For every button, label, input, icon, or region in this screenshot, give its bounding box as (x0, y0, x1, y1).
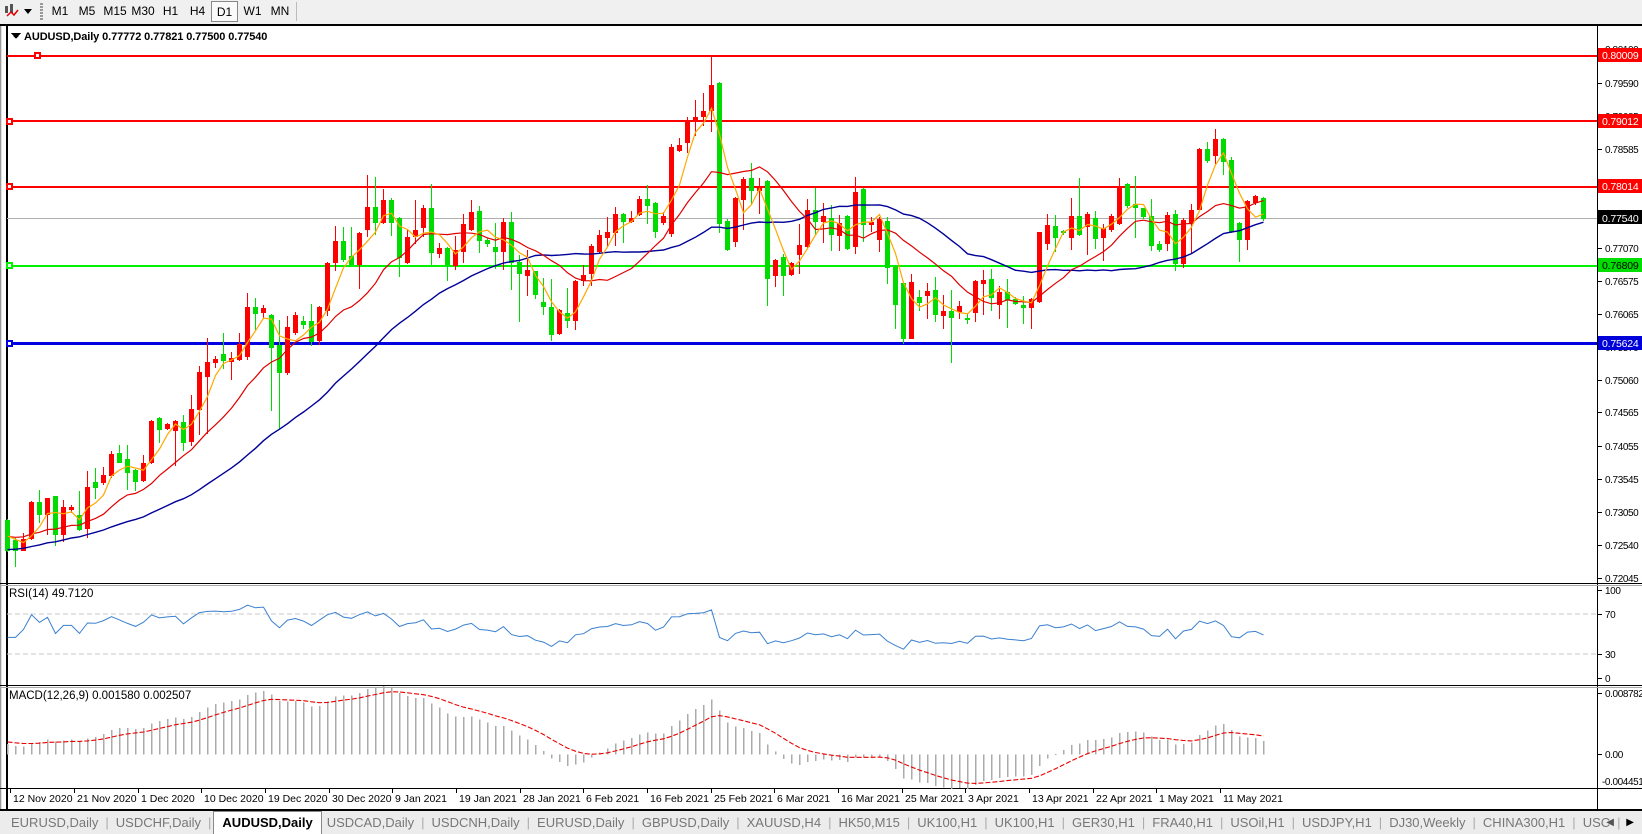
svg-text:0.72045: 0.72045 (1605, 574, 1639, 585)
svg-text:30 Dec 2020: 30 Dec 2020 (332, 793, 392, 805)
svg-text:0.80009: 0.80009 (1602, 50, 1639, 62)
svg-text:RSI(14) 49.7120: RSI(14) 49.7120 (9, 588, 93, 600)
svg-text:6 Feb 2021: 6 Feb 2021 (586, 793, 639, 805)
svg-text:0.76065: 0.76065 (1605, 310, 1639, 321)
svg-text:0.73545: 0.73545 (1605, 475, 1639, 486)
svg-text:16 Mar 2021: 16 Mar 2021 (841, 793, 900, 805)
svg-text:0.77540: 0.77540 (1602, 213, 1639, 225)
svg-text:0.74565: 0.74565 (1605, 408, 1639, 419)
svg-text:11 May 2021: 11 May 2021 (1223, 793, 1283, 805)
svg-text:21 Nov 2020: 21 Nov 2020 (77, 793, 137, 805)
svg-text:-0.004451: -0.004451 (1602, 777, 1642, 788)
svg-text:AUDUSD,Daily 0.77772 0.77821: AUDUSD,Daily 0.77772 0.77821 0.77500 0.7… (24, 31, 267, 43)
svg-text:13 Apr 2021: 13 Apr 2021 (1032, 793, 1089, 805)
svg-text:22 Apr 2021: 22 Apr 2021 (1096, 793, 1153, 805)
svg-text:70: 70 (1605, 610, 1616, 621)
svg-text:19 Jan 2021: 19 Jan 2021 (459, 793, 517, 805)
svg-text:MACD(12,26,9) 0.001580 0.00250: MACD(12,26,9) 0.001580 0.002507 (9, 690, 191, 702)
svg-text:0.78014: 0.78014 (1602, 181, 1639, 193)
svg-text:0.75624: 0.75624 (1602, 338, 1639, 350)
svg-text:0.79012: 0.79012 (1602, 116, 1639, 128)
svg-text:1 May 2021: 1 May 2021 (1159, 793, 1214, 805)
svg-text:3 Apr 2021: 3 Apr 2021 (968, 793, 1019, 805)
svg-text:0.79590: 0.79590 (1605, 79, 1639, 90)
svg-text:10 Dec 2020: 10 Dec 2020 (204, 793, 264, 805)
svg-text:0.76575: 0.76575 (1605, 277, 1639, 288)
svg-text:16 Feb 2021: 16 Feb 2021 (650, 793, 709, 805)
svg-text:6 Mar 2021: 6 Mar 2021 (777, 793, 830, 805)
svg-text:0.72540: 0.72540 (1605, 541, 1639, 552)
svg-text:0.73050: 0.73050 (1605, 508, 1639, 519)
svg-text:0.78585: 0.78585 (1605, 145, 1639, 156)
svg-text:0.76809: 0.76809 (1602, 260, 1639, 272)
svg-text:25 Mar 2021: 25 Mar 2021 (905, 793, 964, 805)
svg-text:1 Dec 2020: 1 Dec 2020 (141, 793, 195, 805)
svg-text:0.75060: 0.75060 (1605, 376, 1639, 387)
svg-text:100: 100 (1605, 586, 1621, 597)
svg-text:28 Jan 2021: 28 Jan 2021 (523, 793, 581, 805)
svg-text:0.77070: 0.77070 (1605, 244, 1639, 255)
svg-text:0.008782: 0.008782 (1605, 689, 1642, 700)
svg-text:0.74055: 0.74055 (1605, 442, 1639, 453)
svg-text:0: 0 (1605, 674, 1611, 685)
svg-text:0.00: 0.00 (1605, 750, 1624, 761)
svg-text:12 Nov 2020: 12 Nov 2020 (13, 793, 73, 805)
svg-text:19 Dec 2020: 19 Dec 2020 (268, 793, 328, 805)
svg-text:25 Feb 2021: 25 Feb 2021 (714, 793, 773, 805)
svg-text:30: 30 (1605, 650, 1616, 661)
svg-text:9 Jan 2021: 9 Jan 2021 (395, 793, 447, 805)
